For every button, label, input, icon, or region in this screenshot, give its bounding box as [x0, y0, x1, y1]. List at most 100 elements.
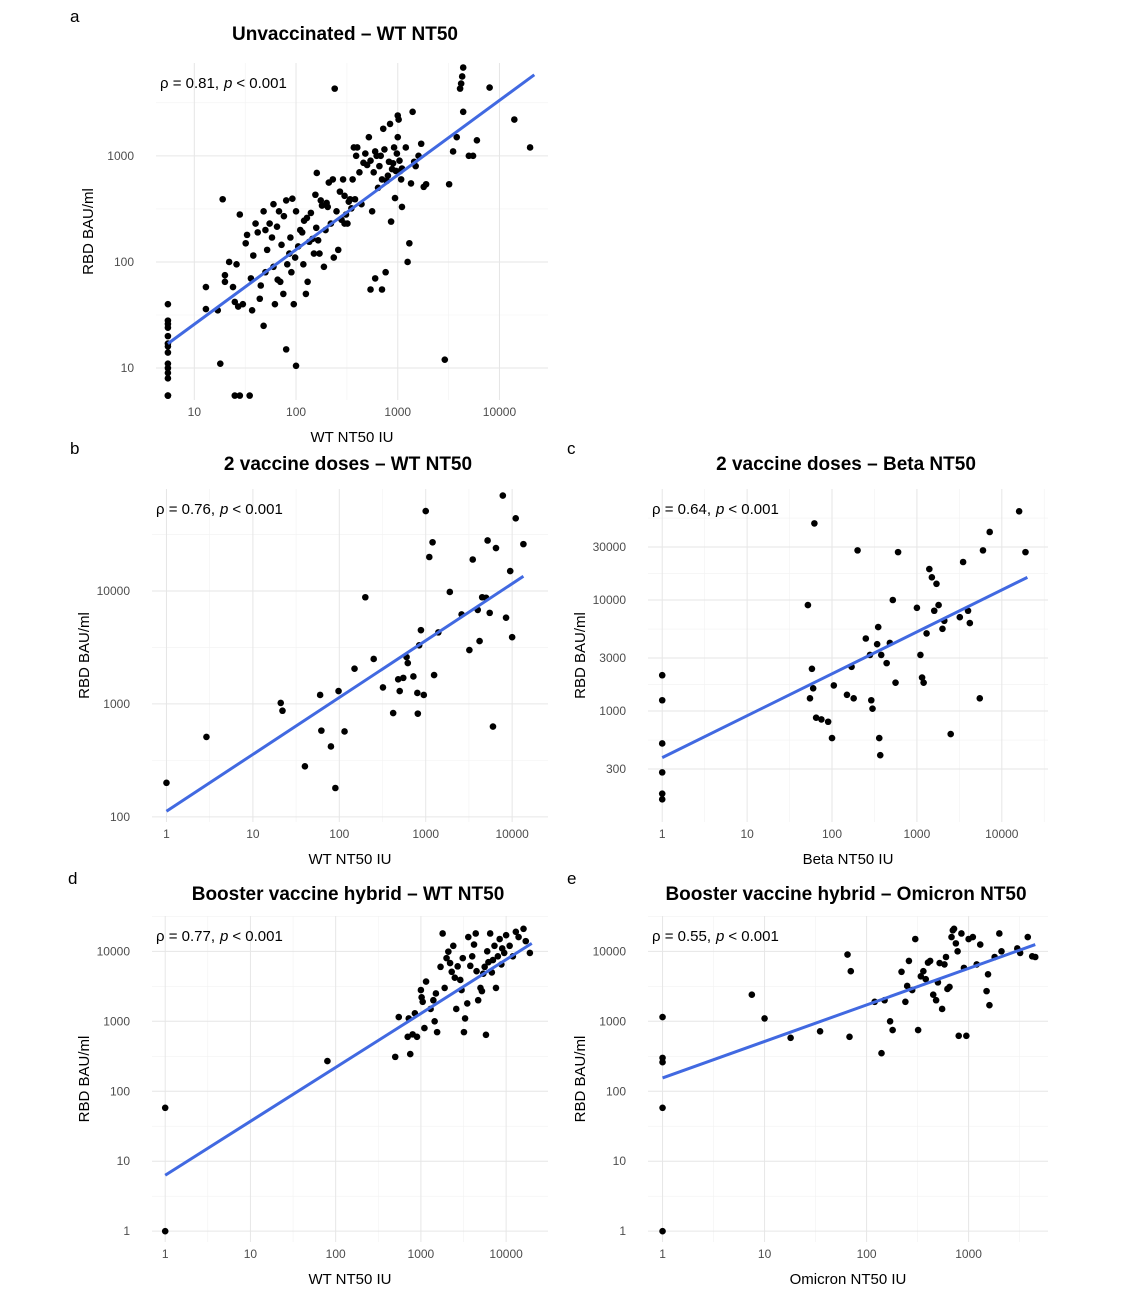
data-point: [344, 220, 351, 227]
data-point: [231, 392, 239, 399]
data-point: [161, 1227, 169, 1235]
data-point: [414, 710, 422, 717]
data-point: [905, 957, 913, 965]
data-point: [352, 152, 360, 160]
data-point: [422, 180, 430, 188]
data-point: [878, 1049, 885, 1057]
data-point: [278, 241, 285, 249]
data-point: [394, 676, 402, 683]
data-point: [828, 734, 836, 742]
x-tick-label: 10000: [495, 827, 529, 841]
data-point: [221, 271, 229, 279]
data-point: [494, 952, 502, 960]
data-point: [371, 275, 379, 282]
x-tick-label: 100: [822, 827, 842, 841]
data-point: [478, 987, 486, 995]
data-point: [335, 687, 342, 695]
data-point: [926, 565, 933, 573]
data-point: [473, 967, 480, 975]
x-axis-label: Omicron NT50 IU: [790, 1271, 907, 1288]
data-point: [402, 144, 410, 151]
data-point: [811, 520, 818, 527]
data-point: [273, 223, 281, 230]
data-point: [249, 252, 257, 259]
p-label: p: [715, 501, 724, 518]
data-point: [511, 116, 518, 123]
data-point: [476, 637, 483, 645]
data-point: [446, 588, 454, 596]
data-point: [449, 942, 457, 950]
data-point: [351, 665, 358, 673]
data-point: [270, 200, 277, 208]
data-point: [463, 1000, 471, 1007]
x-tick-label: 100: [286, 405, 306, 419]
data-point: [239, 300, 247, 308]
x-tick-label: 10: [188, 405, 202, 419]
data-point: [996, 930, 1003, 937]
data-point: [520, 925, 527, 933]
data-point: [449, 148, 457, 155]
data-point: [332, 784, 339, 792]
data-point: [327, 743, 335, 750]
y-tick-label: 1: [123, 1224, 130, 1238]
data-point: [381, 146, 388, 153]
data-point: [481, 963, 488, 971]
data-point: [356, 168, 363, 176]
chart-title: 2 vaccine doses – WT NT50: [224, 454, 472, 475]
y-tick-label: 300: [606, 762, 626, 776]
data-point: [875, 734, 883, 742]
data-point: [483, 948, 491, 955]
panel-b: 1 10 100 1000 10000 100 1000 10000 ρ = 0.76, p < 0…: [70, 439, 548, 868]
panel-a: 10 100 1000 10000 10 100 1000 ρ = 0.81, p < 0.001…: [70, 7, 548, 446]
data-point: [409, 108, 416, 116]
data-point: [1024, 933, 1032, 941]
data-point: [502, 614, 510, 621]
x-tick-label: 100: [857, 1247, 877, 1261]
y-axis-label: RBD BAU/ml: [76, 612, 93, 699]
data-point: [161, 1104, 169, 1112]
data-point: [659, 1054, 666, 1062]
p-label: p: [715, 928, 724, 945]
data-point: [422, 507, 430, 515]
data-point: [869, 705, 876, 712]
data-point: [324, 203, 332, 211]
data-point: [331, 85, 339, 92]
y-tick-label: 1: [619, 1224, 626, 1238]
data-point: [263, 246, 271, 254]
data-point: [846, 1033, 853, 1041]
data-point: [404, 1033, 411, 1041]
chart-title: 2 vaccine doses – Beta NT50: [716, 454, 976, 475]
data-point: [164, 375, 172, 382]
data-point: [399, 674, 407, 682]
data-point: [920, 679, 927, 686]
data-point: [459, 108, 467, 116]
y-tick-label: 1000: [107, 149, 134, 163]
x-tick-label: 1: [162, 1247, 169, 1261]
data-point: [983, 987, 990, 995]
x-tick-label: 10: [244, 1247, 258, 1261]
data-point: [376, 162, 383, 170]
data-point: [512, 928, 520, 936]
data-point: [362, 150, 369, 157]
regression-line: [164, 942, 533, 1177]
data-point: [353, 144, 361, 151]
p-label: p: [223, 75, 232, 92]
data-point: [467, 962, 474, 970]
data-point: [433, 1028, 441, 1036]
data-point: [461, 1015, 469, 1022]
data-point: [313, 169, 321, 177]
regression-line: [167, 73, 536, 345]
data-point: [469, 152, 477, 160]
data-point: [257, 282, 265, 289]
data-point: [301, 763, 309, 770]
data-point: [367, 157, 374, 165]
data-point: [314, 236, 322, 244]
y-axis-label: RBD BAU/ml: [80, 188, 97, 275]
data-point: [390, 144, 398, 151]
data-point: [948, 933, 955, 941]
data-point: [333, 208, 340, 215]
data-point: [850, 695, 857, 702]
data-point: [379, 684, 387, 691]
data-point: [289, 195, 296, 202]
data-point: [395, 1013, 403, 1021]
